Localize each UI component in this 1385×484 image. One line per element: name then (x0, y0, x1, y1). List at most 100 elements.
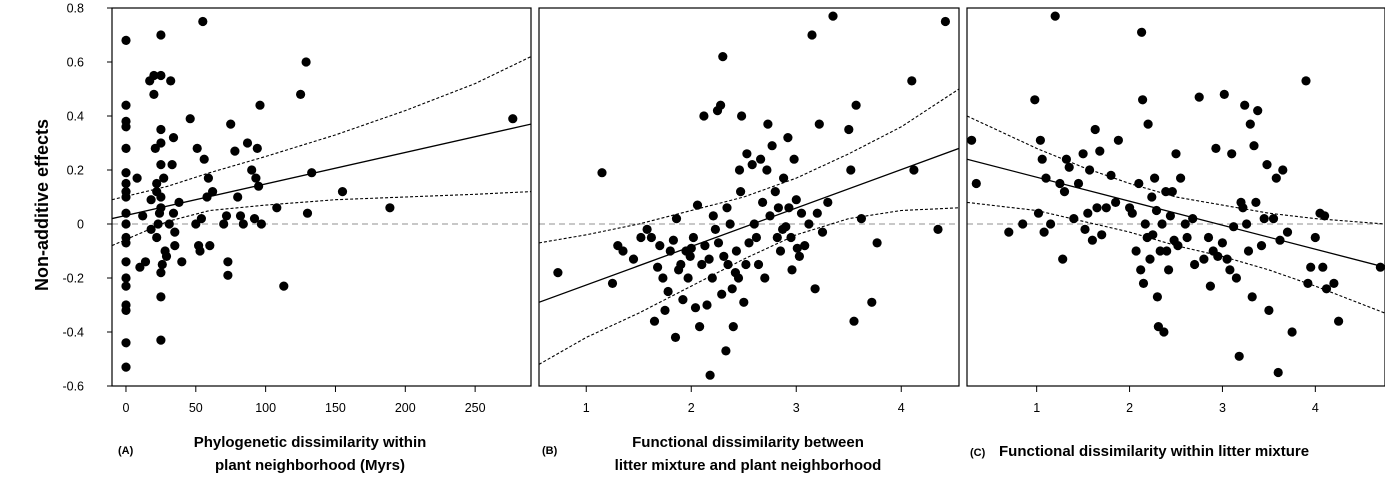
data-point (1073, 178, 1084, 189)
data-point (1251, 197, 1261, 207)
data-point (1161, 187, 1171, 197)
data-point (649, 316, 660, 326)
data-point (692, 200, 703, 210)
data-point (177, 257, 187, 267)
data-point (787, 265, 797, 275)
regression-line (967, 158, 1385, 268)
data-point (1320, 211, 1330, 221)
confidence-lower-line (967, 201, 1385, 314)
data-point (168, 208, 179, 218)
x-tick-label: 200 (395, 401, 416, 415)
x-tick-label: 150 (325, 401, 346, 415)
plot-area (539, 11, 959, 380)
data-point (810, 284, 820, 294)
data-point (272, 203, 282, 213)
data-point (1329, 278, 1339, 288)
data-point (646, 232, 657, 243)
data-point (1113, 135, 1123, 145)
y-tick-label: -0.6 (62, 380, 84, 394)
data-point (185, 114, 195, 124)
data-point (157, 259, 167, 270)
data-point (164, 219, 174, 229)
data-point (307, 168, 317, 178)
data-point (1165, 211, 1175, 221)
data-point (1143, 119, 1153, 129)
data-point (238, 219, 248, 229)
data-point (156, 292, 166, 302)
plot-area (112, 16, 531, 372)
data-point (597, 168, 607, 178)
data-point (1259, 214, 1269, 224)
data-point (1222, 254, 1232, 264)
data-point (174, 197, 184, 207)
plot-frame (538, 7, 960, 387)
data-point (251, 173, 261, 183)
data-point (337, 187, 348, 197)
y-tick-label: 0.4 (67, 110, 84, 124)
data-point (255, 100, 265, 110)
data-point (1136, 265, 1146, 275)
data-point (1037, 154, 1047, 164)
data-point (719, 251, 729, 261)
panel-letter: (C) (970, 447, 986, 459)
data-point (233, 192, 243, 202)
data-point (751, 232, 762, 243)
data-point (844, 124, 854, 135)
data-point (1058, 254, 1068, 264)
data-point (121, 143, 131, 153)
data-point (1229, 222, 1239, 232)
data-point (685, 251, 695, 261)
data-point (1188, 214, 1198, 224)
data-point (683, 273, 693, 283)
data-point (1271, 173, 1281, 183)
data-point (1131, 246, 1141, 256)
data-point (1106, 170, 1116, 180)
data-point (749, 219, 759, 229)
data-point (1231, 273, 1241, 283)
data-point (192, 143, 202, 153)
data-point (789, 154, 799, 164)
data-point (618, 246, 628, 256)
data-point (804, 219, 814, 229)
data-point (716, 100, 726, 110)
data-point (1164, 265, 1174, 275)
data-point (967, 135, 977, 145)
data-point (688, 232, 699, 243)
y-tick-label: -0.4 (62, 326, 84, 340)
data-point (1159, 327, 1169, 337)
data-point (1083, 208, 1093, 218)
data-point (699, 111, 709, 121)
data-point (1310, 232, 1320, 243)
data-point (121, 35, 131, 46)
data-point (1225, 265, 1235, 275)
data-point (256, 219, 266, 229)
data-point (727, 284, 737, 294)
data-point (226, 119, 236, 129)
data-point (156, 160, 166, 170)
data-point (1061, 154, 1071, 164)
x-axis-label: litter mixture and plant neighborhood (615, 457, 882, 474)
data-point (1078, 149, 1088, 159)
data-point (159, 173, 169, 183)
data-point (254, 181, 264, 191)
data-point (1069, 214, 1079, 224)
data-point (235, 211, 246, 221)
regression-line (539, 147, 959, 303)
y-tick-label: -0.2 (62, 272, 84, 286)
data-point (851, 100, 861, 110)
confidence-upper-line (539, 88, 959, 244)
data-point (708, 211, 718, 221)
data-point (1182, 232, 1192, 243)
data-point (710, 224, 721, 234)
data-point (741, 259, 751, 270)
data-point (223, 257, 233, 267)
data-point (713, 238, 724, 248)
data-point (717, 289, 727, 299)
data-point (156, 124, 166, 135)
data-point (695, 322, 705, 332)
data-point (156, 268, 166, 278)
data-point (1171, 149, 1181, 159)
data-point (668, 235, 679, 245)
data-point (205, 241, 215, 251)
